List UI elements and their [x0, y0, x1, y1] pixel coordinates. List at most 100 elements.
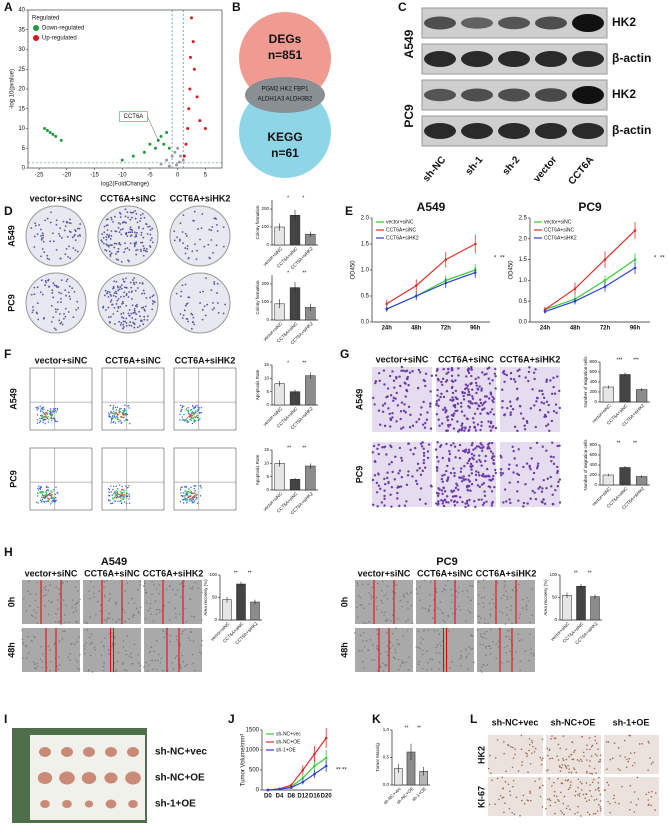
- x-tick-label: -20: [62, 173, 71, 179]
- blot-band: [535, 88, 567, 102]
- lane-label: sh-1: [464, 154, 486, 177]
- texture-dot: [517, 633, 520, 635]
- texture-dot: [489, 647, 492, 650]
- texture-dot: [183, 494, 185, 497]
- colony-dot: [50, 211, 52, 214]
- texture-dot: [552, 456, 555, 459]
- texture-dot: [46, 489, 48, 492]
- texture-dot: [586, 748, 588, 751]
- colony-dot: [149, 244, 151, 247]
- texture-dot: [386, 387, 390, 390]
- colony-dot: [40, 238, 43, 241]
- x-tick-label: 0: [176, 173, 180, 179]
- texture-dot: [456, 402, 460, 405]
- texture-dot: [192, 662, 194, 665]
- texture-dot: [508, 807, 511, 810]
- texture-dot: [411, 475, 414, 478]
- texture-dot: [21, 629, 23, 631]
- colony-dot: [202, 290, 205, 293]
- texture-dot: [489, 653, 492, 655]
- texture-dot: [398, 375, 401, 378]
- texture-dot: [62, 630, 64, 632]
- texture-dot: [42, 418, 45, 421]
- texture-dot: [484, 459, 487, 463]
- texture-dot: [438, 633, 441, 636]
- texture-dot: [68, 621, 71, 624]
- texture-dot: [534, 497, 538, 501]
- texture-dot: [470, 374, 473, 378]
- texture-dot: [55, 499, 57, 501]
- texture-dot: [188, 488, 190, 490]
- texture-dot: [126, 635, 128, 637]
- texture-dot: [583, 755, 585, 757]
- colony-dot: [64, 225, 67, 227]
- texture-dot: [128, 618, 131, 620]
- texture-dot: [71, 605, 74, 608]
- colony-dot: [133, 277, 136, 279]
- texture-dot: [184, 607, 187, 610]
- texture-dot: [457, 374, 460, 377]
- texture-dot: [532, 654, 535, 657]
- texture-dot: [374, 381, 377, 385]
- texture-dot: [176, 589, 179, 592]
- texture-dot: [198, 406, 200, 409]
- texture-dot: [111, 494, 114, 497]
- texture-dot: [437, 404, 440, 408]
- texture-dot: [636, 776, 639, 779]
- texture-dot: [409, 448, 412, 452]
- texture-dot: [389, 641, 391, 643]
- texture-dot: [36, 662, 39, 665]
- texture-dot: [452, 613, 454, 615]
- texture-dot: [494, 803, 496, 805]
- texture-dot: [536, 462, 540, 465]
- colony-dot: [108, 250, 111, 253]
- texture-dot: [178, 613, 181, 615]
- texture-dot: [647, 769, 649, 771]
- texture-dot: [399, 417, 402, 421]
- y-tick-label: 0: [22, 166, 26, 172]
- texture-dot: [599, 806, 602, 808]
- texture-dot: [194, 669, 197, 672]
- texture-dot: [565, 807, 568, 810]
- texture-dot: [548, 777, 551, 780]
- texture-dot: [124, 413, 126, 416]
- texture-dot: [390, 460, 393, 464]
- texture-dot: [586, 759, 588, 761]
- texture-dot: [411, 622, 414, 624]
- texture-dot: [458, 496, 462, 499]
- texture-dot: [112, 417, 114, 420]
- texture-dot: [409, 413, 412, 417]
- texture-dot: [480, 424, 483, 428]
- texture-dot: [385, 453, 388, 456]
- colony-dot: [216, 292, 218, 294]
- texture-dot: [399, 384, 402, 388]
- colony-dot: [117, 305, 120, 308]
- texture-dot: [484, 622, 486, 625]
- texture-dot: [137, 588, 139, 591]
- texture-dot: [633, 791, 636, 793]
- texture-dot: [475, 402, 478, 405]
- texture-dot: [441, 480, 444, 484]
- texture-dot: [518, 640, 521, 642]
- colony-dot: [105, 238, 108, 241]
- texture-dot: [357, 584, 359, 587]
- texture-dot: [534, 425, 537, 429]
- texture-dot: [481, 371, 484, 374]
- texture-dot: [526, 502, 529, 505]
- texture-dot: [548, 749, 551, 752]
- texture-dot: [496, 777, 499, 780]
- texture-dot: [137, 662, 140, 665]
- texture-dot: [475, 384, 478, 387]
- texture-dot: [465, 386, 468, 390]
- colony-dot: [41, 293, 44, 296]
- texture-dot: [36, 409, 38, 411]
- colony-dot: [110, 299, 113, 302]
- y-axis-label: Apoptosis Rate: [255, 454, 260, 485]
- texture-dot: [509, 794, 512, 796]
- texture-dot: [83, 648, 86, 650]
- texture-dot: [179, 583, 181, 585]
- texture-dot: [418, 498, 422, 501]
- colony-dot: [119, 228, 122, 231]
- colony-dot: [211, 226, 214, 228]
- bar: [305, 465, 316, 491]
